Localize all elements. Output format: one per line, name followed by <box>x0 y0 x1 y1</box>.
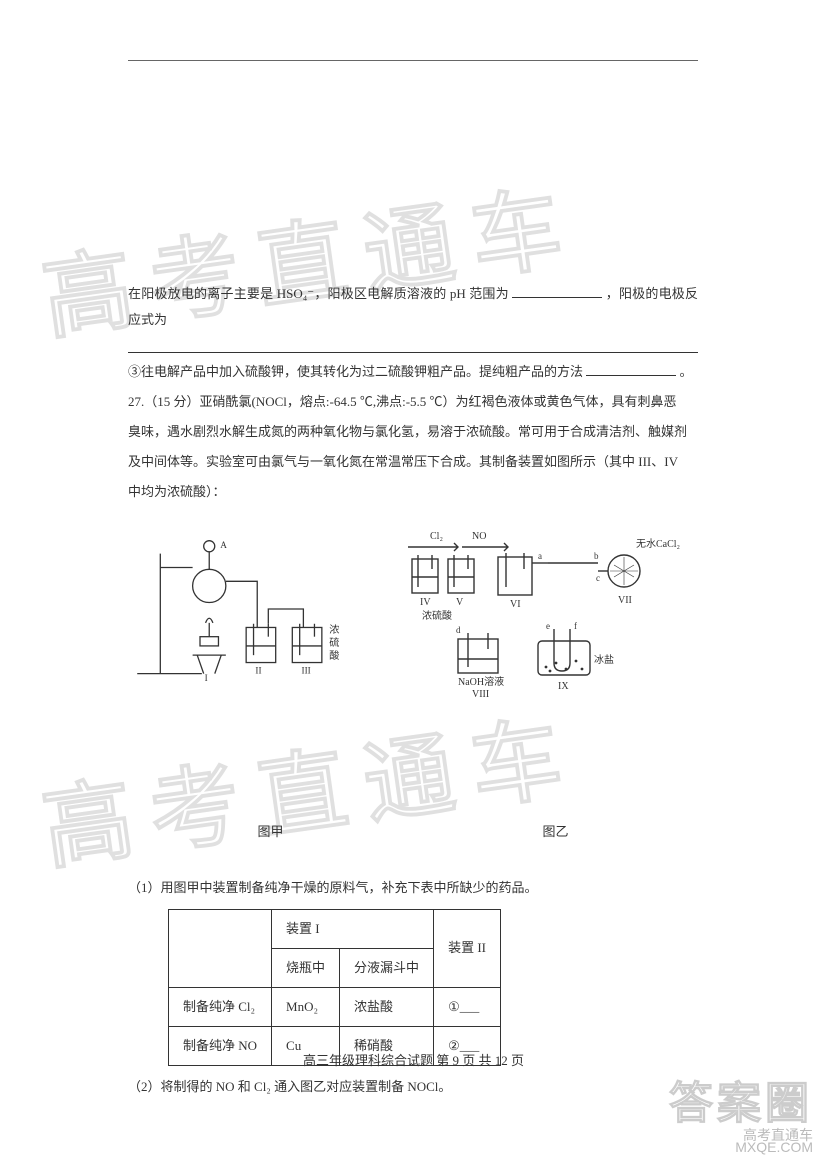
svg-text:无水CaCl₂: 无水CaCl₂ <box>636 538 680 550</box>
svg-text:f: f <box>574 621 577 631</box>
svg-text:IV: IV <box>420 597 431 608</box>
th-flask: 烧瓶中 <box>272 948 340 987</box>
diagram-yi: Cl₂ NO IV <box>398 529 698 689</box>
svg-text:Cl₂: Cl₂ <box>430 531 443 542</box>
svg-text:VI: VI <box>510 599 521 610</box>
reagent-table: 装置 I 装置 II 烧瓶中 分液漏斗中 制备纯净 Cl₂ MnO₂ 浓盐酸 ①… <box>168 909 501 1066</box>
svg-text:V: V <box>456 597 464 608</box>
svg-text:I: I <box>205 673 208 683</box>
q27-line-b: 臭味，遇水剧烈水解生成氮的两种氧化物与氯化氢，易溶于浓硫酸。常可用于合成清洁剂、… <box>128 419 698 445</box>
corner-small-2: MXQE.COM <box>669 1139 813 1155</box>
reagent-table-block: 装置 I 装置 II 烧瓶中 分液漏斗中 制备纯净 Cl₂ MnO₂ 浓盐酸 ①… <box>168 909 698 1066</box>
q27-line-c: 及中间体等。实验室可由氯气与一氧化氮在常温常压下合成。其制备装置如图所示（其中 … <box>128 449 698 475</box>
row-label: 制备纯净 Cl₂ <box>169 987 272 1026</box>
step3-line: ③往电解产品中加入硫酸钾，使其转化为过二硫酸钾粗产品。提纯粗产品的方法 。 <box>128 359 698 385</box>
corner-watermark: 答案圈 高考直通车 MXQE.COM <box>669 1067 813 1155</box>
svg-text:IX: IX <box>558 681 569 692</box>
svg-text:A: A <box>220 540 227 550</box>
svg-text:II: II <box>255 665 261 675</box>
step3-end: 。 <box>680 364 693 379</box>
blank-ph-range <box>512 285 602 298</box>
svg-text:硫: 硫 <box>329 636 339 649</box>
svg-text:浓硫酸: 浓硫酸 <box>422 609 452 622</box>
anode-text-a: 在阳极放电的离子主要是 HSO₄⁻，阳极区电解质溶液的 pH 范围为 <box>128 286 509 301</box>
sub-question-2: （2）将制得的 NO 和 Cl₂ 通入图乙对应装置制备 NOCl。 <box>128 1074 698 1100</box>
anode-ion-line: 在阳极放电的离子主要是 HSO₄⁻，阳极区电解质溶液的 pH 范围为 ，阳极的电… <box>128 281 698 333</box>
diagram-jia: A I <box>128 529 398 689</box>
q27-line-d: 中均为浓硫酸）： <box>128 479 698 505</box>
blank-purify-method <box>586 363 676 376</box>
svg-text:酸: 酸 <box>329 648 339 661</box>
caption-yi: 图乙 <box>542 819 568 845</box>
caption-row: 图甲 图乙 <box>128 819 698 845</box>
table-row: 装置 I 装置 II <box>169 909 501 948</box>
svg-text:b: b <box>594 551 599 561</box>
svg-text:NO: NO <box>472 531 486 542</box>
th-device-1: 装置 I <box>272 909 434 948</box>
cell-flask: MnO₂ <box>272 987 340 1026</box>
diagram-row: A I <box>128 519 698 689</box>
svg-text:浓: 浓 <box>329 624 339 636</box>
svg-text:III: III <box>302 665 311 675</box>
svg-text:VIII: VIII <box>472 689 489 699</box>
step3-text: ③往电解产品中加入硫酸钾，使其转化为过二硫酸钾粗产品。提纯粗产品的方法 <box>128 364 583 379</box>
body-text: 在阳极放电的离子主要是 HSO₄⁻，阳极区电解质溶液的 pH 范围为 ，阳极的电… <box>128 281 698 1100</box>
cell-funnel: 浓盐酸 <box>340 987 434 1026</box>
top-rule <box>128 60 698 61</box>
svg-text:VII: VII <box>618 595 632 606</box>
corner-big: 答案圈 <box>669 1067 813 1131</box>
th-device-2: 装置 II <box>434 909 501 987</box>
th-funnel: 分液漏斗中 <box>340 948 434 987</box>
svg-text:a: a <box>538 551 542 561</box>
blank-electrode-reaction <box>128 337 698 353</box>
cell-ii: ①___ <box>434 987 501 1026</box>
caption-jia: 图甲 <box>257 819 283 845</box>
page-content: 在阳极放电的离子主要是 HSO₄⁻，阳极区电解质溶液的 pH 范围为 ，阳极的电… <box>128 60 698 1104</box>
q27-line-a: 27.（15 分）亚硝酰氯(NOCl，熔点:-64.5 ℃,沸点:-5.5 ℃）… <box>128 389 698 415</box>
sub-question-1: （1）用图甲中装置制备纯净干燥的原料气，补充下表中所缺少的药品。 <box>128 875 698 901</box>
svg-text:c: c <box>596 573 600 583</box>
svg-text:NaOH溶液: NaOH溶液 <box>458 675 504 688</box>
table-row: 制备纯净 Cl₂ MnO₂ 浓盐酸 ①___ <box>169 987 501 1026</box>
svg-text:e: e <box>546 621 550 631</box>
svg-text:d: d <box>456 625 461 635</box>
svg-text:冰盐: 冰盐 <box>594 653 614 666</box>
